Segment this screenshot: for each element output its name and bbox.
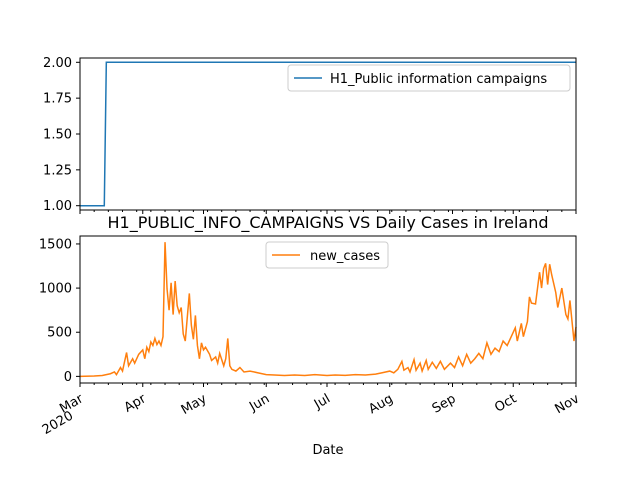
bottom-legend: new_cases — [265, 241, 389, 269]
bottom-axes-frame — [79, 235, 577, 384]
x-axis-label: Date — [312, 443, 343, 458]
series-line-new-cases — [79, 242, 577, 378]
top-y-tick-label: 1.00 — [43, 199, 72, 214]
top-y-tick-label: 1.50 — [43, 128, 72, 143]
bottom-y-tick-label: 500 — [47, 326, 72, 341]
x-tick-label: Jul — [311, 391, 333, 412]
top-y-tick-label: 1.75 — [43, 92, 72, 107]
bottom-legend-box — [265, 241, 389, 269]
bottom-y-tick-label: 1000 — [39, 282, 72, 297]
top-subplot: 1.00 1.25 1.50 1.75 2.00 H1_Public informati… — [43, 56, 577, 214]
series-line-h1-public-information-campaigns — [80, 61, 576, 207]
bottom-legend-label: new_cases — [310, 249, 380, 264]
top-legend-label: H1_Public information campaigns — [330, 72, 547, 87]
top-legend-box — [287, 64, 571, 92]
top-axes-frame — [79, 57, 577, 211]
top-y-tick-label: 2.00 — [43, 56, 72, 71]
top-legend: H1_Public information campaigns — [287, 64, 571, 92]
bottom-y-tick-label: 0 — [64, 370, 72, 385]
top-y-tick-label: 1.25 — [43, 163, 72, 178]
chart-title: H1_PUBLIC_INFO_CAMPAIGNS VS Daily Cases … — [108, 213, 549, 233]
bottom-y-tick-label: 1500 — [39, 237, 72, 252]
